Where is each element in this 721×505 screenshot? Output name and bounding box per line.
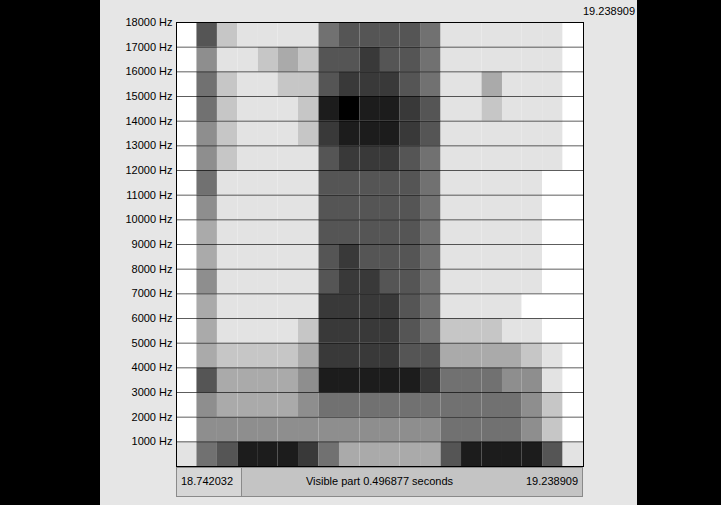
html-text:19.238909: 19.238909 [583,5,635,17]
svg-text:12000 Hz: 12000 Hz [125,164,172,176]
svg-text:16000 Hz: 16000 Hz [125,65,172,77]
svg-text:13000 Hz: 13000 Hz [125,139,172,151]
html-text:Visible part 0.496877 seconds: Visible part 0.496877 seconds [305,475,454,487]
svg-text:14000 Hz: 14000 Hz [125,115,172,127]
svg-text:18000 Hz: 18000 Hz [125,16,172,28]
svg-text:15000 Hz: 15000 Hz [125,90,172,102]
svg-text:4000 Hz: 4000 Hz [132,361,173,373]
svg-text:5000 Hz: 5000 Hz [132,337,173,349]
html-text:18.742032: 18.742032 [181,475,233,487]
svg-text:17000 Hz: 17000 Hz [125,41,172,53]
svg-text:3000 Hz: 3000 Hz [132,386,173,398]
svg-text:11000 Hz: 11000 Hz [126,189,172,201]
svg-text:7000 Hz: 7000 Hz [132,287,173,299]
svg-text:10000 Hz: 10000 Hz [125,213,172,225]
svg-text:1000 Hz: 1000 Hz [132,435,173,447]
svg-text:8000 Hz: 8000 Hz [132,263,173,275]
svg-text:6000 Hz: 6000 Hz [132,312,173,324]
svg-text:9000 Hz: 9000 Hz [132,238,173,250]
svg-text:2000 Hz: 2000 Hz [132,411,173,423]
html-text:19.238909: 19.238909 [526,475,578,487]
